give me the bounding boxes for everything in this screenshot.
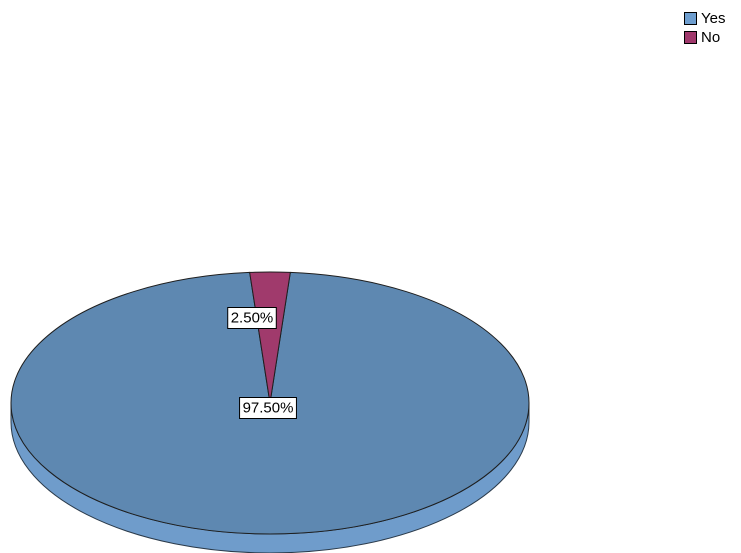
legend-label-yes: Yes xyxy=(701,10,726,27)
data-label-no: 2.50% xyxy=(227,307,277,329)
data-label-yes: 97.50% xyxy=(239,397,297,419)
legend-item-no: No xyxy=(684,28,725,47)
svg-text:2.50%: 2.50% xyxy=(231,310,274,327)
legend-item-yes: Yes xyxy=(684,9,725,28)
legend-swatch-yes xyxy=(684,12,697,25)
legend-swatch-no xyxy=(684,31,697,44)
svg-text:97.50%: 97.50% xyxy=(243,400,294,417)
legend-label-no: No xyxy=(701,29,721,46)
pie-slice-no xyxy=(249,271,291,404)
legend: Yes No xyxy=(684,9,725,47)
